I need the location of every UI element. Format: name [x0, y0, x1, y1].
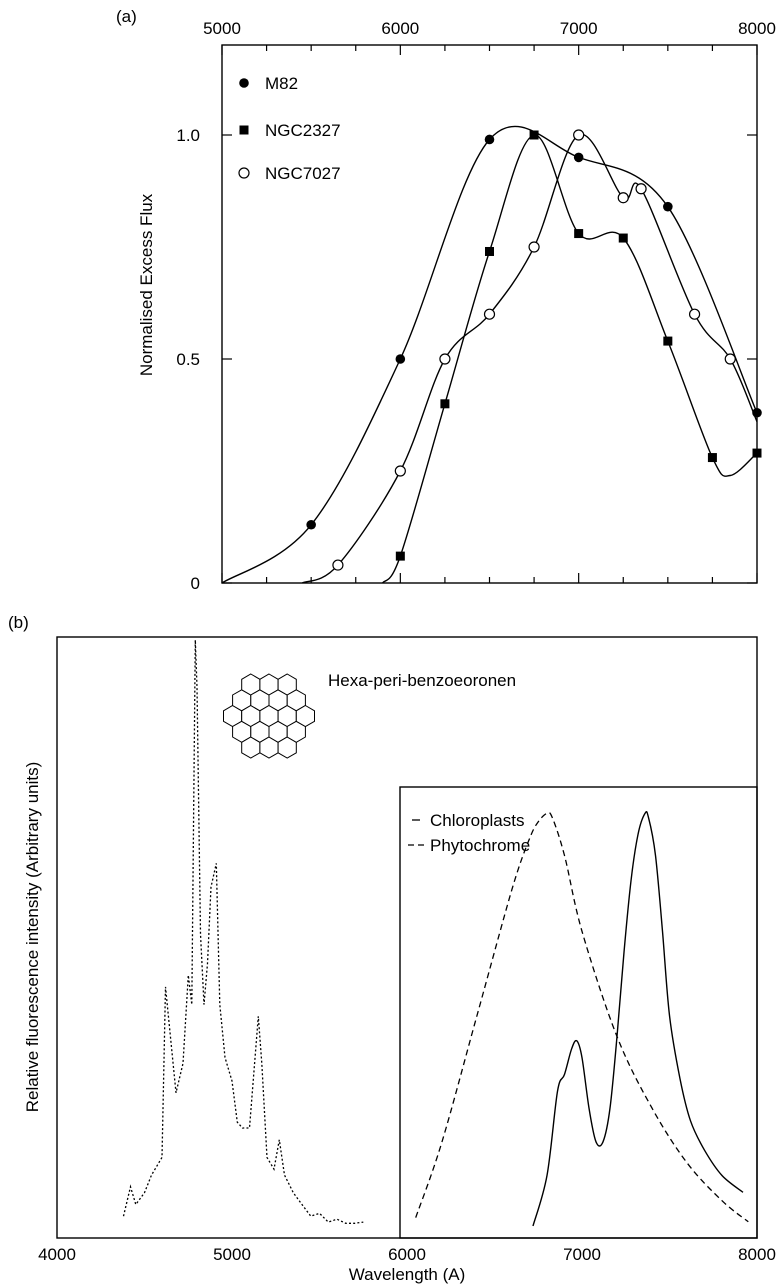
y-tick-label: 0.5 — [176, 350, 200, 369]
marker-ngc2327 — [663, 336, 673, 346]
panel-b-inset-frame — [399, 786, 758, 1239]
x-tick-label: 4000 — [38, 1245, 76, 1264]
marker-ngc2327 — [574, 229, 584, 239]
legend-marker — [238, 167, 250, 179]
x-tick-label: 5000 — [213, 1245, 251, 1264]
panel-a-legend: M82 NGC2327 NGC7027 — [238, 74, 341, 183]
series-phytochrome — [415, 811, 749, 1223]
panel-b-y-axis-label: Relative fluorescence intensity (Arbitra… — [23, 762, 42, 1113]
marker-ngc7027 — [688, 308, 701, 320]
panel-b-curves — [122, 639, 749, 1227]
molecule-hexagon-structure-icon — [223, 673, 315, 759]
legend-marker — [239, 125, 249, 135]
marker-ngc7027 — [332, 559, 344, 571]
legend-label: M82 — [265, 74, 298, 93]
marker-ngc2327 — [752, 448, 762, 458]
marker-m82 — [484, 134, 495, 145]
panel-a-markers — [306, 129, 762, 571]
marker-ngc2327 — [707, 453, 717, 463]
y-tick-label: 1.0 — [176, 126, 200, 145]
x-tick-label: 7000 — [563, 1245, 601, 1264]
panel-b-frame — [56, 636, 758, 1239]
panel-b-label: (b) — [8, 613, 29, 632]
marker-ngc7027 — [528, 241, 540, 253]
marker-ngc2327 — [440, 399, 450, 409]
x-tick-label: 7000 — [560, 19, 598, 38]
y-tick-label: 0 — [191, 574, 200, 593]
marker-m82 — [395, 354, 406, 364]
marker-ngc7027 — [439, 353, 451, 365]
marker-ngc2327 — [618, 233, 628, 243]
marker-ngc7027 — [483, 308, 496, 320]
panel-b-x-axis-label: Wavelength (A) — [349, 1265, 466, 1284]
marker-m82 — [306, 519, 316, 530]
legend-label-phytochrome: Phytochrome — [430, 836, 530, 855]
panel-a-y-axis-label: Normalised Excess Flux — [137, 193, 156, 376]
x-tick-label: 8000 — [738, 1245, 776, 1264]
panel-a-label: (a) — [116, 7, 137, 26]
x-tick-label: 8000 — [738, 19, 776, 38]
x-tick-label: 5000 — [203, 19, 241, 38]
legend-label: NGC2327 — [265, 121, 341, 140]
panel-a-curves — [221, 125, 758, 584]
x-tick-label: 6000 — [388, 1245, 426, 1264]
legend-label: NGC7027 — [265, 164, 341, 183]
panel-a: (a) 5000 6000 7000 8000 0 0.5 1.0 Normalised E… — [116, 7, 776, 593]
marker-ngc2327 — [529, 130, 539, 140]
marker-m82 — [752, 407, 762, 418]
marker-m82 — [573, 152, 584, 163]
legend-label-chloroplasts: Chloroplasts — [430, 811, 525, 830]
panel-a-ticks: 5000 6000 7000 8000 0 0.5 1.0 — [176, 19, 776, 593]
hexagon-ring — [295, 704, 315, 728]
panel-b-inset-legend: Chloroplasts Phytochrome — [408, 811, 530, 855]
marker-ngc7027 — [573, 129, 585, 141]
marker-ngc7027 — [394, 465, 406, 477]
series-curve — [301, 133, 758, 584]
series-hexa-peri-benzocoronene — [122, 639, 364, 1224]
marker-ngc2327 — [485, 246, 494, 256]
marker-ngc7027 — [635, 183, 647, 195]
series-chloroplasts — [532, 810, 744, 1227]
series-curve — [381, 134, 758, 584]
x-tick-label: 6000 — [381, 19, 419, 38]
panel-b: (b) 4000 5000 6000 7000 8000 Relative fluore… — [8, 613, 776, 1284]
marker-m82 — [663, 201, 673, 212]
molecule-name-annotation: Hexa-peri-benzoeoronen — [328, 671, 516, 690]
legend-marker — [239, 78, 249, 88]
marker-ngc7027 — [724, 353, 736, 365]
series-curve — [221, 125, 758, 584]
panel-b-ticks: 4000 5000 6000 7000 8000 — [38, 1245, 776, 1264]
marker-ngc2327 — [395, 551, 405, 561]
marker-ngc7027 — [617, 192, 629, 204]
